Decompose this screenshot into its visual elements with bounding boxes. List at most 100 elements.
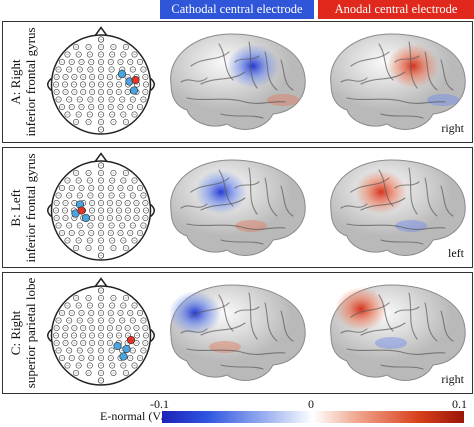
sulcus	[378, 43, 394, 81]
left-ear	[47, 77, 52, 92]
left-ear	[47, 328, 52, 343]
sulcus	[234, 55, 260, 63]
panel-b-label-line1: B: Left	[8, 188, 23, 227]
sulcus	[218, 294, 234, 332]
sulcus	[234, 306, 260, 314]
brain-cathodal-b	[170, 159, 306, 256]
panel-c-label-line1: C: Right	[8, 310, 23, 356]
left-ear	[47, 203, 52, 218]
sulcus	[190, 302, 230, 318]
panel-c-label-line2: superior parietal lobe	[23, 277, 38, 389]
sulcus	[264, 51, 278, 91]
sulcus	[190, 51, 230, 67]
colorbar: E-normal (V/m) -0.1 0 0.1	[0, 397, 474, 427]
sulcus	[408, 41, 418, 89]
cathodal-electrode	[81, 213, 91, 223]
sulcus	[394, 55, 420, 63]
field-opposite	[267, 94, 299, 106]
sulcus	[394, 306, 420, 314]
sulcus	[248, 167, 258, 215]
sulcus	[346, 348, 446, 355]
anodal-electrode	[77, 206, 86, 215]
sulcus	[424, 302, 438, 342]
sulcus	[200, 322, 246, 336]
sulcus	[190, 177, 230, 193]
sulcus	[408, 292, 418, 340]
brain-anodal-c	[330, 284, 466, 381]
sulcus	[424, 51, 438, 91]
nose	[94, 26, 108, 37]
sulcus	[340, 77, 368, 83]
sulcus	[346, 97, 446, 104]
panel-b-label: B: Left inferior frontal gyrus	[3, 148, 43, 267]
field-opposite	[395, 220, 427, 232]
right-ear	[150, 203, 155, 218]
brain-cathodal-c	[169, 284, 306, 381]
hemisphere-label-b: left	[448, 246, 464, 260]
sulcus	[346, 223, 446, 230]
sulcus	[220, 239, 264, 245]
sulcus	[380, 239, 424, 245]
brain-cathodal-a	[170, 33, 306, 130]
field-hotspot	[195, 170, 247, 214]
field-opposite	[375, 337, 407, 349]
sulcus	[280, 59, 294, 91]
sulcus	[234, 181, 260, 189]
sulcus	[380, 113, 424, 119]
sulcus	[218, 43, 234, 81]
eeg-cap-diagram-a	[47, 26, 155, 135]
panel-b: B: Left inferior frontal gyrus left	[2, 147, 473, 268]
cathodal-electrode	[113, 341, 122, 351]
panel-a-label: A: Right inferior frontal gyrus	[3, 22, 43, 142]
colorbar-min: -0.1	[150, 397, 169, 411]
panel-b-label-line2: inferior frontal gyrus	[23, 152, 38, 263]
sulcus	[186, 223, 286, 230]
panel-a-label-line2: inferior frontal gyrus	[23, 27, 38, 137]
field-opposite	[427, 94, 459, 106]
field-opposite	[235, 220, 267, 232]
cathodal-electrode	[129, 86, 139, 95]
sulcus	[180, 203, 208, 209]
field-hotspot	[335, 287, 387, 331]
sulcus	[220, 113, 264, 119]
anodal-header: Anodal central electrode	[318, 0, 474, 19]
sulcus	[200, 71, 246, 85]
hemisphere-label-c: right	[441, 372, 464, 386]
sulcus	[264, 177, 278, 217]
nose	[94, 152, 108, 163]
sulcus	[424, 177, 438, 217]
sulcus	[350, 51, 390, 67]
anodal-electrode	[126, 335, 136, 345]
cathodal-electrode	[117, 69, 127, 79]
sulcus	[180, 77, 208, 83]
sulcus	[264, 302, 278, 342]
sulcus	[394, 181, 420, 189]
field-hotspot	[169, 291, 221, 335]
sulcus	[186, 348, 286, 355]
brain-anodal-b	[330, 159, 466, 256]
sulcus	[248, 292, 258, 340]
cap-electrodes	[52, 162, 149, 259]
eeg-cap-diagram-c	[47, 277, 155, 386]
sulcus	[378, 294, 394, 332]
panel-c: C: Right superior parietal lobe right	[2, 272, 473, 394]
panel-a: A: Right inferior frontal gyrus right	[2, 21, 473, 143]
sulcus	[360, 197, 406, 211]
sulcus	[340, 203, 368, 209]
sulcus	[280, 185, 294, 217]
colorbar-gradient	[162, 411, 464, 423]
panel-c-label: C: Right superior parietal lobe	[3, 273, 43, 393]
sulcus	[220, 364, 264, 370]
sulcus	[248, 41, 258, 89]
sulcus	[378, 169, 394, 207]
cathodal-header: Cathodal central electrode	[160, 0, 314, 19]
cathodal-electrode	[122, 344, 131, 354]
anodal-electrode	[131, 75, 140, 85]
nose	[94, 277, 108, 288]
hemisphere-label-a: right	[441, 121, 464, 135]
brain-anodal-a	[330, 33, 466, 130]
field-hotspot	[355, 170, 407, 214]
sulcus	[186, 97, 286, 104]
colorbar-max: 0.1	[452, 397, 467, 411]
right-ear	[150, 77, 155, 92]
